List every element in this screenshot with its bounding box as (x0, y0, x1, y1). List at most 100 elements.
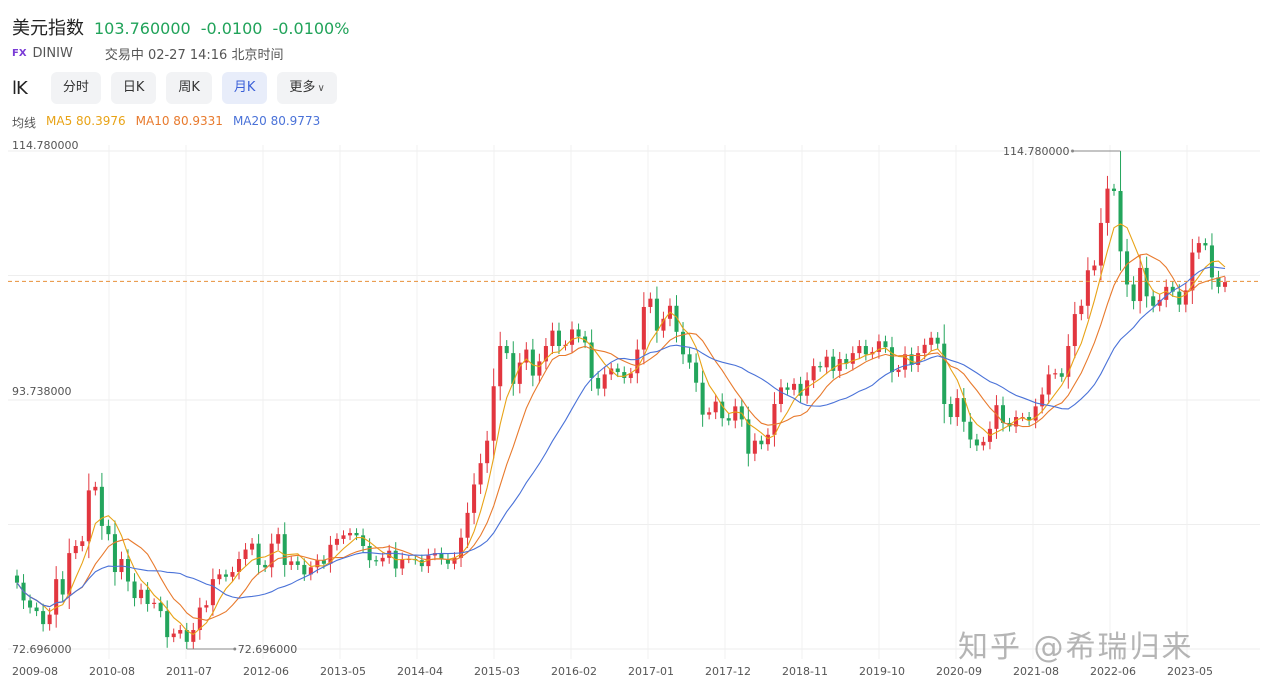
candle-body (824, 356, 829, 368)
candle-body (380, 557, 385, 562)
x-tick-label: 2022-06 (1090, 665, 1136, 678)
candle-body (648, 298, 653, 307)
candle-body (361, 535, 366, 547)
kline-chart[interactable]: 2009-08 2010-08 2011-07 2012-06 2013-05 2014-… (0, 135, 1266, 687)
candle-body (1027, 417, 1032, 421)
x-tick-label: 2010-08 (89, 665, 135, 678)
candle-body (465, 512, 470, 538)
x-tick-label: 2011-07 (166, 665, 212, 678)
ma10-legend: MA10 80.9331 (135, 114, 223, 128)
candle-body (1216, 277, 1221, 287)
candle-body (400, 559, 405, 569)
candle-body (1066, 346, 1071, 377)
candle-body (1014, 417, 1019, 427)
candle-body (713, 401, 718, 413)
candle-body (1085, 270, 1090, 306)
candle-body (250, 543, 255, 550)
candle-body (609, 368, 614, 375)
candle-body (746, 419, 751, 454)
candle-body (720, 401, 725, 419)
more-dropdown[interactable]: 更多 ∨ (277, 72, 337, 104)
candle-body (785, 387, 790, 390)
candle-body (981, 441, 986, 446)
tab-monthly-k[interactable]: 月K (221, 72, 268, 104)
candle-body (903, 354, 908, 370)
candle-body (1131, 284, 1136, 302)
ma5-line (16, 223, 1226, 636)
trading-status: 交易中 02-27 14:16 北京时间 (104, 48, 284, 63)
candle-body (831, 356, 836, 371)
candle-body (792, 383, 797, 390)
candle-body (178, 630, 183, 634)
candle-body (511, 353, 516, 384)
candle-body (942, 343, 947, 404)
candle-body (308, 567, 313, 575)
candle-body (1046, 374, 1051, 395)
candle-body (935, 337, 940, 344)
ma5-legend: MA5 80.3976 (46, 114, 126, 128)
candle-body (844, 359, 849, 364)
candle-body (93, 486, 98, 491)
candle-body (132, 581, 137, 599)
candle-body (1098, 222, 1103, 266)
candle-body (86, 490, 91, 542)
candle-body (850, 353, 855, 364)
x-tick-label: 2017-12 (705, 665, 751, 678)
candle-body (974, 439, 979, 446)
candle-body (106, 525, 111, 535)
candle-body (256, 543, 261, 565)
candle-body (171, 633, 176, 638)
candle-body (641, 306, 646, 350)
candle-body (243, 549, 248, 560)
ma10-line (16, 253, 1226, 621)
y-tick-label: 114.780000 (12, 139, 78, 152)
candle-body (1033, 406, 1038, 421)
candle-body (1190, 252, 1195, 291)
candle-body (772, 403, 777, 435)
more-label: 更多 (289, 80, 316, 95)
tab-weekly-k[interactable]: 周K (166, 72, 212, 104)
fx-badge-icon: FX (12, 48, 27, 59)
candle-body (139, 589, 144, 599)
candle-body (798, 383, 803, 396)
candle-body (1040, 394, 1045, 407)
candle-body (622, 372, 627, 378)
candle-body (1157, 299, 1162, 306)
candle-body (112, 534, 117, 573)
candle-body (387, 550, 392, 558)
ma20-legend: MA20 80.9773 (232, 114, 321, 128)
candle-body (596, 377, 601, 389)
candle-body (485, 440, 490, 464)
candle-body (1118, 190, 1123, 252)
candle-body (896, 369, 901, 373)
candle-body (80, 541, 85, 547)
y-tick-label: 93.738000 (12, 385, 72, 398)
candle-body (870, 351, 875, 355)
candle-body (217, 574, 222, 580)
candle-body (948, 403, 953, 418)
candle-body (452, 557, 457, 564)
tab-intraday[interactable]: 分时 (50, 72, 101, 104)
candle-body (694, 362, 699, 383)
tab-daily-k[interactable]: 日K (110, 72, 157, 104)
instrument-code: DINIW (32, 46, 73, 61)
instrument-name: 美元指数 (12, 18, 84, 39)
candle-body (863, 346, 868, 355)
candle-body (276, 534, 281, 544)
candle-body (1138, 267, 1143, 302)
x-tick-label: 2013-05 (320, 665, 366, 678)
candle-body (158, 602, 163, 612)
candle-body (929, 337, 934, 345)
candle-body (165, 611, 170, 638)
candle-body (811, 366, 816, 381)
candle-body (204, 605, 209, 608)
chevron-down-icon: ∨ (317, 83, 325, 94)
x-tick-label: 2020-09 (936, 665, 982, 678)
candle-body (295, 561, 300, 565)
candle-body (315, 560, 320, 568)
price-value: 103.760000 (94, 19, 191, 38)
candle-body (498, 346, 503, 387)
ma-legend-label: 均线 (12, 116, 37, 130)
candle-body (1092, 265, 1097, 271)
candle-body (426, 555, 431, 567)
